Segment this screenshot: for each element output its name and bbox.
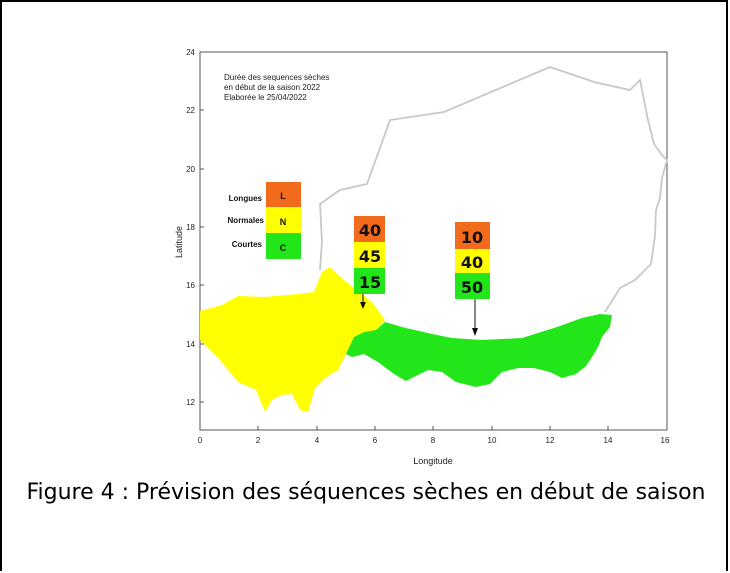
y-tick-label: 14 — [186, 340, 195, 349]
x-axis-label: Longitude — [413, 456, 453, 466]
legend-code-normales: N — [280, 217, 287, 227]
y-tick-label: 22 — [186, 106, 195, 115]
y-tick-label: 20 — [186, 165, 195, 174]
x-tick-label: 10 — [488, 436, 497, 445]
x-tick-label: 4 — [315, 436, 320, 445]
x-tick-label: 6 — [373, 436, 378, 445]
prob-box-courtes — [455, 273, 490, 299]
y-axis-label: Latitude — [174, 226, 184, 258]
country-outline — [319, 66, 669, 313]
y-tick-label: 24 — [186, 48, 195, 57]
prob-box-normales — [455, 249, 490, 273]
legend-label-longues: Longues — [229, 194, 263, 203]
legend-swatch-normales — [266, 207, 301, 233]
probability-stack-east: 10 40 50 — [455, 222, 490, 336]
y-tick-label: 12 — [186, 398, 195, 407]
prob-value-courtes: 15 — [359, 273, 381, 292]
legend-code-courtes: C — [280, 243, 287, 253]
legend-swatch-longues — [266, 182, 301, 207]
y-tick-label: 16 — [186, 281, 195, 290]
x-tick-label: 12 — [546, 436, 555, 445]
x-axis — [199, 426, 668, 430]
x-tick-label: 16 — [661, 436, 670, 445]
prob-box-courtes — [354, 268, 385, 294]
legend-swatch-courtes — [266, 233, 301, 259]
x-tick-label: 14 — [604, 436, 613, 445]
prob-value-longues: 10 — [461, 228, 483, 247]
prob-box-longues — [455, 222, 490, 249]
prob-box-normales — [354, 242, 385, 268]
y-tick-label: 18 — [186, 223, 195, 232]
prob-value-normales: 45 — [359, 247, 381, 266]
prob-value-normales: 40 — [461, 253, 483, 272]
legend-code-longues: L — [280, 191, 286, 201]
legend: Longues L Normales N Courtes C — [228, 182, 301, 259]
legend-label-courtes: Courtes — [232, 240, 263, 249]
prob-value-courtes: 50 — [461, 278, 483, 297]
zone-east — [346, 314, 612, 387]
annotation-line: Elaborée le 25/04/2022 — [224, 93, 307, 102]
probability-stack-west: 40 45 15 — [354, 216, 385, 309]
figure-caption: Figure 4 : Prévision des séquences sèche… — [26, 480, 706, 505]
x-tick-label: 8 — [431, 436, 436, 445]
annotation-line: Durée des sequences sèches — [224, 73, 329, 82]
x-tick-label: 2 — [256, 436, 261, 445]
legend-label-normales: Normales — [228, 216, 265, 225]
pointer-arrow-head — [472, 328, 478, 336]
annotation-line: en début de la saison 2022 — [224, 83, 321, 92]
prob-value-longues: 40 — [359, 221, 381, 240]
pointer-arrow-head — [360, 302, 366, 309]
zone-west — [200, 267, 385, 412]
prob-box-longues — [354, 216, 385, 242]
y-axis — [200, 51, 204, 403]
x-tick-label: 0 — [198, 436, 203, 445]
